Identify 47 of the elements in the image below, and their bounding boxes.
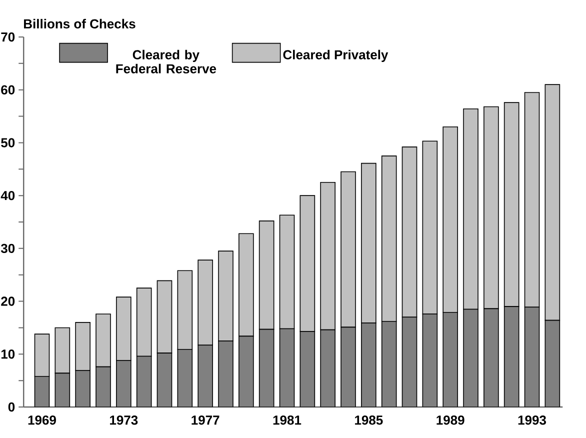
bar [177,348,193,407]
bar [442,312,458,407]
x-tick-label: 1989 [436,416,464,425]
bar [463,308,478,407]
x-tick-label: 1993 [518,416,546,425]
y-tick-label: 60 [1,85,15,94]
bar [54,372,70,407]
bar [116,360,132,407]
bar [524,306,540,407]
y-tick-label: 70 [1,32,15,42]
bar [402,316,418,407]
bar [504,306,520,407]
bar [54,327,70,374]
bar [238,336,254,407]
bar [136,356,152,407]
bar [218,340,234,407]
bar [156,352,172,407]
y-tick-label: 10 [1,350,15,359]
bar [96,314,111,368]
bar [75,370,90,407]
x-tick-label: 1973 [110,416,138,425]
bar [544,320,560,407]
y-tick-label: 40 [0,190,15,200]
bar [320,329,336,407]
x-tick-label: 1977 [192,416,220,425]
y-tick-label: 20 [1,296,15,306]
bar [422,314,438,407]
bar [381,320,397,407]
bar [484,308,499,407]
bar [279,328,295,407]
bar [340,326,356,407]
bar [258,328,274,407]
x-tick-label: 1981 [273,416,302,425]
bar [300,331,316,407]
bar [75,322,90,371]
y-tick-label: 50 [1,138,15,148]
bar [96,366,111,407]
y-tick-label: 0 [8,402,15,412]
x-tick-label: 1985 [355,416,383,425]
bar [34,376,50,407]
legend-label: Cleared by Federal Reserve [116,50,216,74]
x-tick-label: 1969 [28,416,56,425]
bar [198,344,213,407]
bar [361,322,376,407]
y-tick-label: 30 [0,244,15,254]
y-axis-title: Billions of Checks [24,18,136,28]
legend-label: Cleared Privately [283,50,388,62]
